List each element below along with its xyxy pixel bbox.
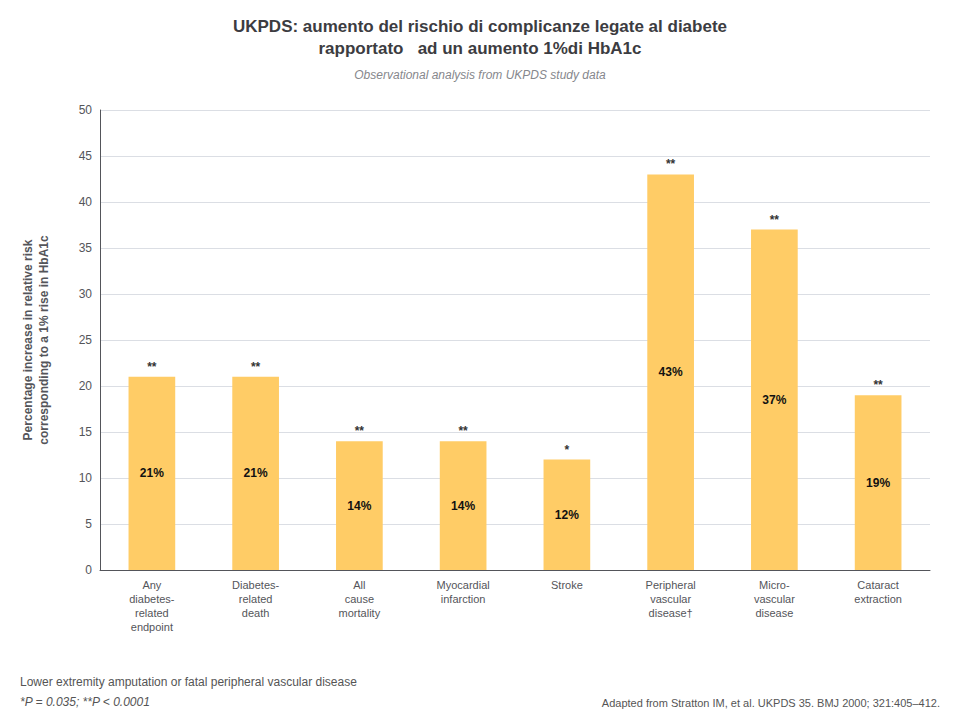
svg-text:All: All (353, 579, 365, 591)
svg-text:death: death (242, 607, 270, 619)
svg-text:**: ** (770, 213, 780, 227)
svg-text:**: ** (458, 424, 468, 438)
svg-text:40: 40 (79, 195, 93, 209)
svg-text:50: 50 (79, 103, 93, 117)
svg-text:Observational analysis from UK: Observational analysis from UKPDS study … (354, 68, 606, 82)
svg-text:Myocardial: Myocardial (437, 579, 490, 591)
svg-text:disease: disease (755, 607, 793, 619)
svg-text:Lower extremity amputation or: Lower extremity amputation or fatal peri… (20, 675, 357, 689)
svg-text:43%: 43% (659, 365, 683, 379)
svg-text:Adapted from Stratton IM, et a: Adapted from Stratton IM, et al. UKPDS 3… (602, 697, 940, 709)
svg-text:35: 35 (79, 241, 93, 255)
svg-text:Diabetes-: Diabetes- (232, 579, 279, 591)
svg-text:mortality: mortality (339, 607, 381, 619)
svg-text:related: related (239, 593, 273, 605)
svg-text:**: ** (873, 378, 883, 392)
svg-text:infarction: infarction (441, 593, 486, 605)
svg-text:14%: 14% (451, 499, 475, 513)
svg-text:cause: cause (345, 593, 374, 605)
svg-text:25: 25 (79, 333, 93, 347)
svg-text:19%: 19% (866, 476, 890, 490)
svg-text:related: related (135, 607, 169, 619)
svg-text:10: 10 (79, 471, 93, 485)
svg-text:vascular: vascular (754, 593, 795, 605)
svg-text:disease†: disease† (649, 607, 693, 619)
svg-text:*: * (565, 443, 570, 457)
svg-text:UKPDS: aumento del rischio di: UKPDS: aumento del rischio di complicanz… (233, 17, 727, 36)
svg-text:Any: Any (142, 579, 161, 591)
svg-text:37%: 37% (762, 393, 786, 407)
svg-text:*P = 0.035; **P < 0.0001: *P = 0.035; **P < 0.0001 (20, 695, 150, 709)
svg-text:20: 20 (79, 379, 93, 393)
svg-text:extraction: extraction (854, 593, 902, 605)
svg-text:diabetes-: diabetes- (129, 593, 175, 605)
svg-text:vascular: vascular (650, 593, 691, 605)
svg-text:**: ** (251, 360, 261, 374)
svg-text:rapportato ad un aumento 1%d: rapportato ad un aumento 1%di HbA1c (318, 39, 641, 58)
svg-text:14%: 14% (347, 499, 371, 513)
svg-text:21%: 21% (140, 466, 164, 480)
svg-text:15: 15 (79, 425, 93, 439)
svg-text:30: 30 (79, 287, 93, 301)
svg-text:12%: 12% (555, 508, 579, 522)
svg-text:**: ** (666, 157, 676, 171)
svg-text:0: 0 (85, 563, 92, 577)
svg-text:45: 45 (79, 149, 93, 163)
svg-text:**: ** (355, 424, 365, 438)
svg-text:Stroke: Stroke (551, 579, 583, 591)
svg-text:21%: 21% (244, 466, 268, 480)
svg-text:**: ** (147, 360, 157, 374)
svg-text:endpoint: endpoint (131, 621, 173, 633)
svg-text:Percentage increase in relativ: Percentage increase in relative risk (21, 239, 35, 440)
svg-text:Micro-: Micro- (759, 579, 790, 591)
svg-text:corresponding to a 1% rise in: corresponding to a 1% rise in HbA1c (37, 235, 51, 445)
svg-text:Peripheral: Peripheral (646, 579, 696, 591)
svg-text:5: 5 (85, 517, 92, 531)
svg-text:Cataract: Cataract (857, 579, 899, 591)
